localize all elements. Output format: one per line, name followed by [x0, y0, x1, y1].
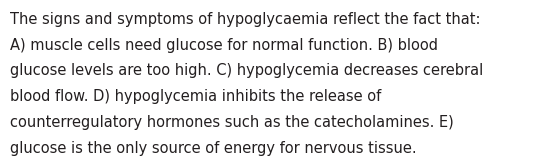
Text: glucose is the only source of energy for nervous tissue.: glucose is the only source of energy for…	[10, 141, 417, 156]
Text: The signs and symptoms of hypoglycaemia reflect the fact that:: The signs and symptoms of hypoglycaemia …	[10, 12, 480, 27]
Text: glucose levels are too high. C) hypoglycemia decreases cerebral: glucose levels are too high. C) hypoglyc…	[10, 63, 483, 78]
Text: counterregulatory hormones such as the catecholamines. E): counterregulatory hormones such as the c…	[10, 115, 454, 130]
Text: A) muscle cells need glucose for normal function. B) blood: A) muscle cells need glucose for normal …	[10, 38, 438, 53]
Text: blood flow. D) hypoglycemia inhibits the release of: blood flow. D) hypoglycemia inhibits the…	[10, 89, 381, 104]
